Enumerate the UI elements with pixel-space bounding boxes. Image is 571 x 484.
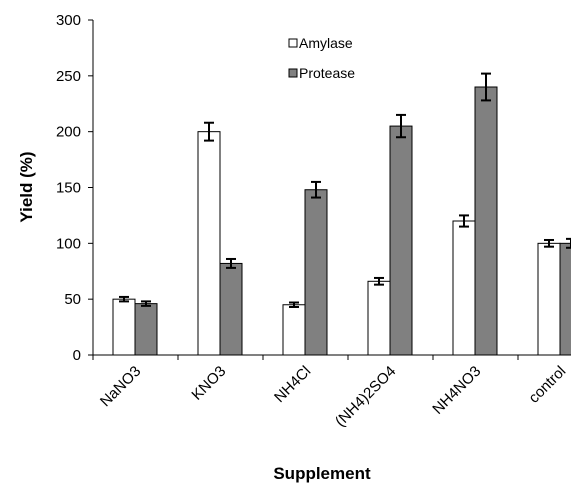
x-tick-label: (NH4)2SO4 — [332, 363, 399, 430]
x-axis-title: Supplement — [273, 464, 371, 483]
legend-label-amylase: Amylase — [299, 35, 353, 51]
bars-layer — [112, 86, 571, 356]
bar-amylase-control — [537, 242, 561, 356]
bar-protease-nh42so4 — [389, 125, 413, 356]
bar-protease-control — [559, 242, 571, 356]
legend-label-protease: Protease — [299, 65, 355, 81]
y-tick-label: 150 — [56, 180, 81, 197]
y-axis-title: Yield (%) — [17, 151, 36, 222]
x-tick-label: NH4Cl — [271, 363, 314, 406]
y-tick-label: 250 — [56, 68, 81, 85]
bar-amylase-nh42so4 — [367, 280, 391, 356]
bar-protease-kno3 — [219, 262, 243, 356]
legend-swatch-amylase — [288, 38, 298, 48]
bar-amylase-nh4cl — [282, 304, 306, 356]
bar-protease-nh4cl — [304, 189, 328, 356]
bar-amylase-kno3 — [197, 131, 221, 356]
bar-protease-nh4no3 — [474, 86, 498, 356]
y-tick-label: 50 — [64, 291, 81, 308]
y-tick-label: 300 — [56, 12, 81, 29]
y-axis-ticks: 0 50 100 150 200 250 300 — [56, 12, 93, 364]
bar-protease-nano3 — [134, 303, 158, 356]
bar-amylase-nh4no3 — [452, 220, 476, 356]
bar-amylase-nano3 — [112, 298, 136, 356]
x-tick-label: control — [525, 363, 569, 407]
x-axis-ticks: NaNO3 KNO3 NH4Cl (NH4)2SO4 NH4NO3 control — [92, 355, 569, 430]
y-tick-label: 0 — [73, 347, 81, 364]
legend: Amylase Protease — [288, 35, 355, 81]
y-tick-label: 200 — [56, 124, 81, 141]
error-bars-layer — [119, 72, 571, 308]
x-tick-label: NaNO3 — [97, 363, 144, 410]
x-tick-label: NH4NO3 — [429, 363, 484, 418]
y-tick-label: 100 — [56, 235, 81, 252]
legend-swatch-protease — [288, 68, 298, 78]
x-tick-label: KNO3 — [188, 363, 229, 404]
